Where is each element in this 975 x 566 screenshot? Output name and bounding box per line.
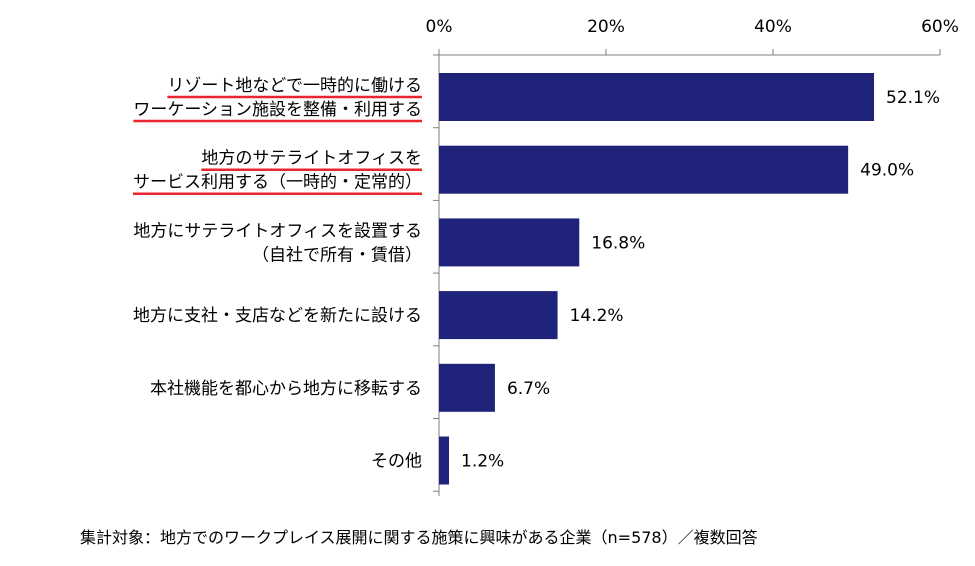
category-label: 地方に支社・支店などを新たに設ける	[133, 306, 422, 326]
category-label: （自社で所有・賃借）	[252, 245, 422, 265]
x-tick-label: 40%	[754, 17, 792, 37]
category-label: 地方のサテライトオフィスを	[201, 149, 422, 169]
bar-value-label: 16.8%	[591, 233, 645, 253]
category-label: 地方にサテライトオフィスを設置する	[133, 221, 422, 241]
bar	[439, 291, 558, 340]
category-label: ワーケーション施設を整備・利用する	[133, 100, 422, 120]
bar-value-label: 49.0%	[860, 161, 914, 181]
bar-value-label: 1.2%	[461, 452, 504, 472]
bar	[439, 436, 450, 485]
x-tick-label: 60%	[921, 17, 959, 37]
category-label: リゾート地などで一時的に働ける	[167, 76, 422, 96]
bar	[439, 145, 849, 194]
category-label: その他	[371, 452, 422, 472]
bar	[439, 218, 580, 267]
category-label: 本社機能を都心から地方に移転する	[150, 379, 422, 399]
bar-value-label: 6.7%	[507, 379, 550, 399]
bar-value-label: 52.1%	[886, 88, 940, 108]
bar	[439, 363, 495, 412]
x-tick-label: 0%	[426, 17, 453, 37]
bar-value-label: 14.2%	[570, 306, 624, 326]
chart-note: 集計対象：地方でのワークプレイス展開に関する施策に興味がある企業（n=578）／…	[80, 528, 758, 547]
bar	[439, 73, 875, 121]
category-label: サービス利用する（一時的・定常的）	[133, 173, 422, 193]
x-tick-label: 20%	[587, 17, 625, 37]
